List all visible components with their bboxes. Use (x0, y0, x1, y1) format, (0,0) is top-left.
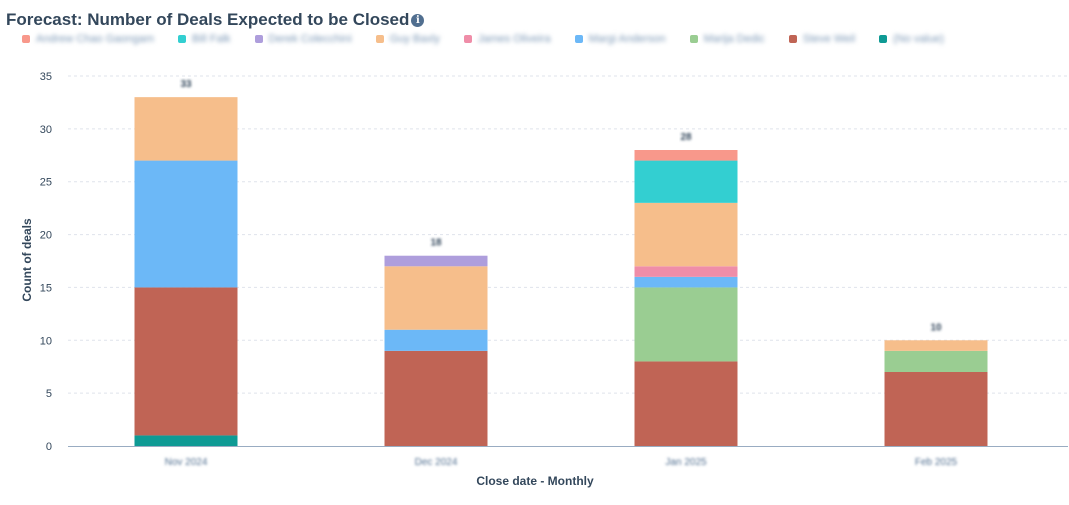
chart-title-row: Forecast: Number of Deals Expected to be… (6, 10, 425, 30)
y-tick-label: 0 (46, 441, 52, 453)
x-tick-label: Feb 2025 (915, 457, 958, 468)
legend-swatch (788, 35, 797, 43)
bar-segment[interactable] (884, 372, 988, 446)
y-axis-title: Count of deals (20, 218, 34, 302)
y-tick-label: 20 (40, 230, 52, 242)
legend-item[interactable]: Bill Falk (178, 33, 231, 45)
y-axis: 0 5 10 15 20 25 30 35 (40, 71, 52, 453)
legend-swatch (463, 35, 472, 43)
bar-segment[interactable] (634, 276, 738, 288)
legend-item[interactable]: Margi Anderson (574, 33, 666, 45)
bar-segment[interactable] (384, 350, 488, 446)
y-tick-label: 35 (40, 71, 52, 83)
x-tick-label: Dec 2024 (415, 457, 458, 468)
y-tick-label: 30 (40, 124, 52, 136)
legend-label: Derek Colecchini (268, 33, 352, 45)
bar-segment[interactable] (634, 266, 738, 277)
y-tick-label: 10 (40, 335, 52, 347)
y-tick-label: 25 (40, 177, 52, 189)
legend-label: Andrew Chao Gaongam (36, 33, 155, 45)
bar-segment[interactable] (634, 160, 738, 203)
bar-total-label: 33 (180, 79, 192, 90)
y-tick-label: 5 (46, 388, 52, 400)
info-icon[interactable]: i (411, 13, 425, 27)
bar-segment[interactable] (134, 287, 238, 436)
bar-total-label: 18 (430, 238, 442, 249)
legend-swatch (178, 35, 187, 43)
chart-title: Forecast: Number of Deals Expected to be… (6, 10, 410, 29)
legend-swatch (254, 35, 263, 43)
bar-segment[interactable] (884, 340, 988, 351)
bar-segment[interactable] (384, 329, 488, 351)
legend-item[interactable]: Guy Baxly (375, 33, 440, 45)
legend-item[interactable]: Andrew Chao Gaongam (22, 33, 154, 45)
x-axis: Nov 2024 Dec 2024 Jan 2025 Feb 2025 (68, 446, 1068, 468)
chart-grid (68, 75, 1068, 394)
legend-item[interactable]: James Oliveira (463, 33, 551, 45)
legend-label: Margi Anderson (588, 33, 666, 45)
bar-segment[interactable] (134, 435, 238, 446)
legend-swatch (574, 35, 583, 43)
chart-bars: 33 18 28 10 (134, 79, 988, 446)
legend-label: (No value) (893, 33, 944, 45)
bar-segment[interactable] (634, 202, 738, 267)
legend-swatch (879, 35, 888, 43)
legend-label: Marija Dedic (703, 33, 765, 45)
bar-segment[interactable] (884, 350, 988, 372)
legend-swatch (375, 35, 384, 43)
y-tick-label: 15 (40, 282, 52, 294)
bar-total-label: 10 (930, 322, 942, 333)
legend-item[interactable]: (No value) (879, 33, 944, 45)
bar-segment[interactable] (634, 287, 738, 362)
x-tick-label: Nov 2024 (165, 457, 208, 468)
bar-segment[interactable] (384, 255, 488, 267)
legend-label: Bill Falk (192, 33, 231, 45)
legend-item[interactable]: Derek Colecchini (254, 33, 352, 45)
legend-swatch (22, 35, 30, 43)
legend-label: Guy Baxly (389, 33, 440, 45)
bar-segment[interactable] (634, 361, 738, 446)
x-axis-title: Close date - Monthly (476, 474, 594, 488)
legend-item[interactable]: Marija Dedic (689, 33, 765, 45)
bar-total-label: 28 (680, 132, 692, 143)
bar-segment[interactable] (134, 97, 238, 161)
chart-legend: Andrew Chao Gaongam Bill Falk Derek Colecc… (22, 33, 944, 45)
bar-segment[interactable] (384, 266, 488, 330)
x-tick-label: Jan 2025 (665, 457, 707, 468)
bar-segment[interactable] (634, 150, 738, 161)
bar-segment[interactable] (134, 160, 238, 288)
legend-label: James Oliveira (477, 33, 551, 45)
legend-item[interactable]: Steve Weil (788, 33, 856, 45)
legend-swatch (689, 35, 698, 43)
legend-label: Steve Weil (802, 33, 856, 45)
